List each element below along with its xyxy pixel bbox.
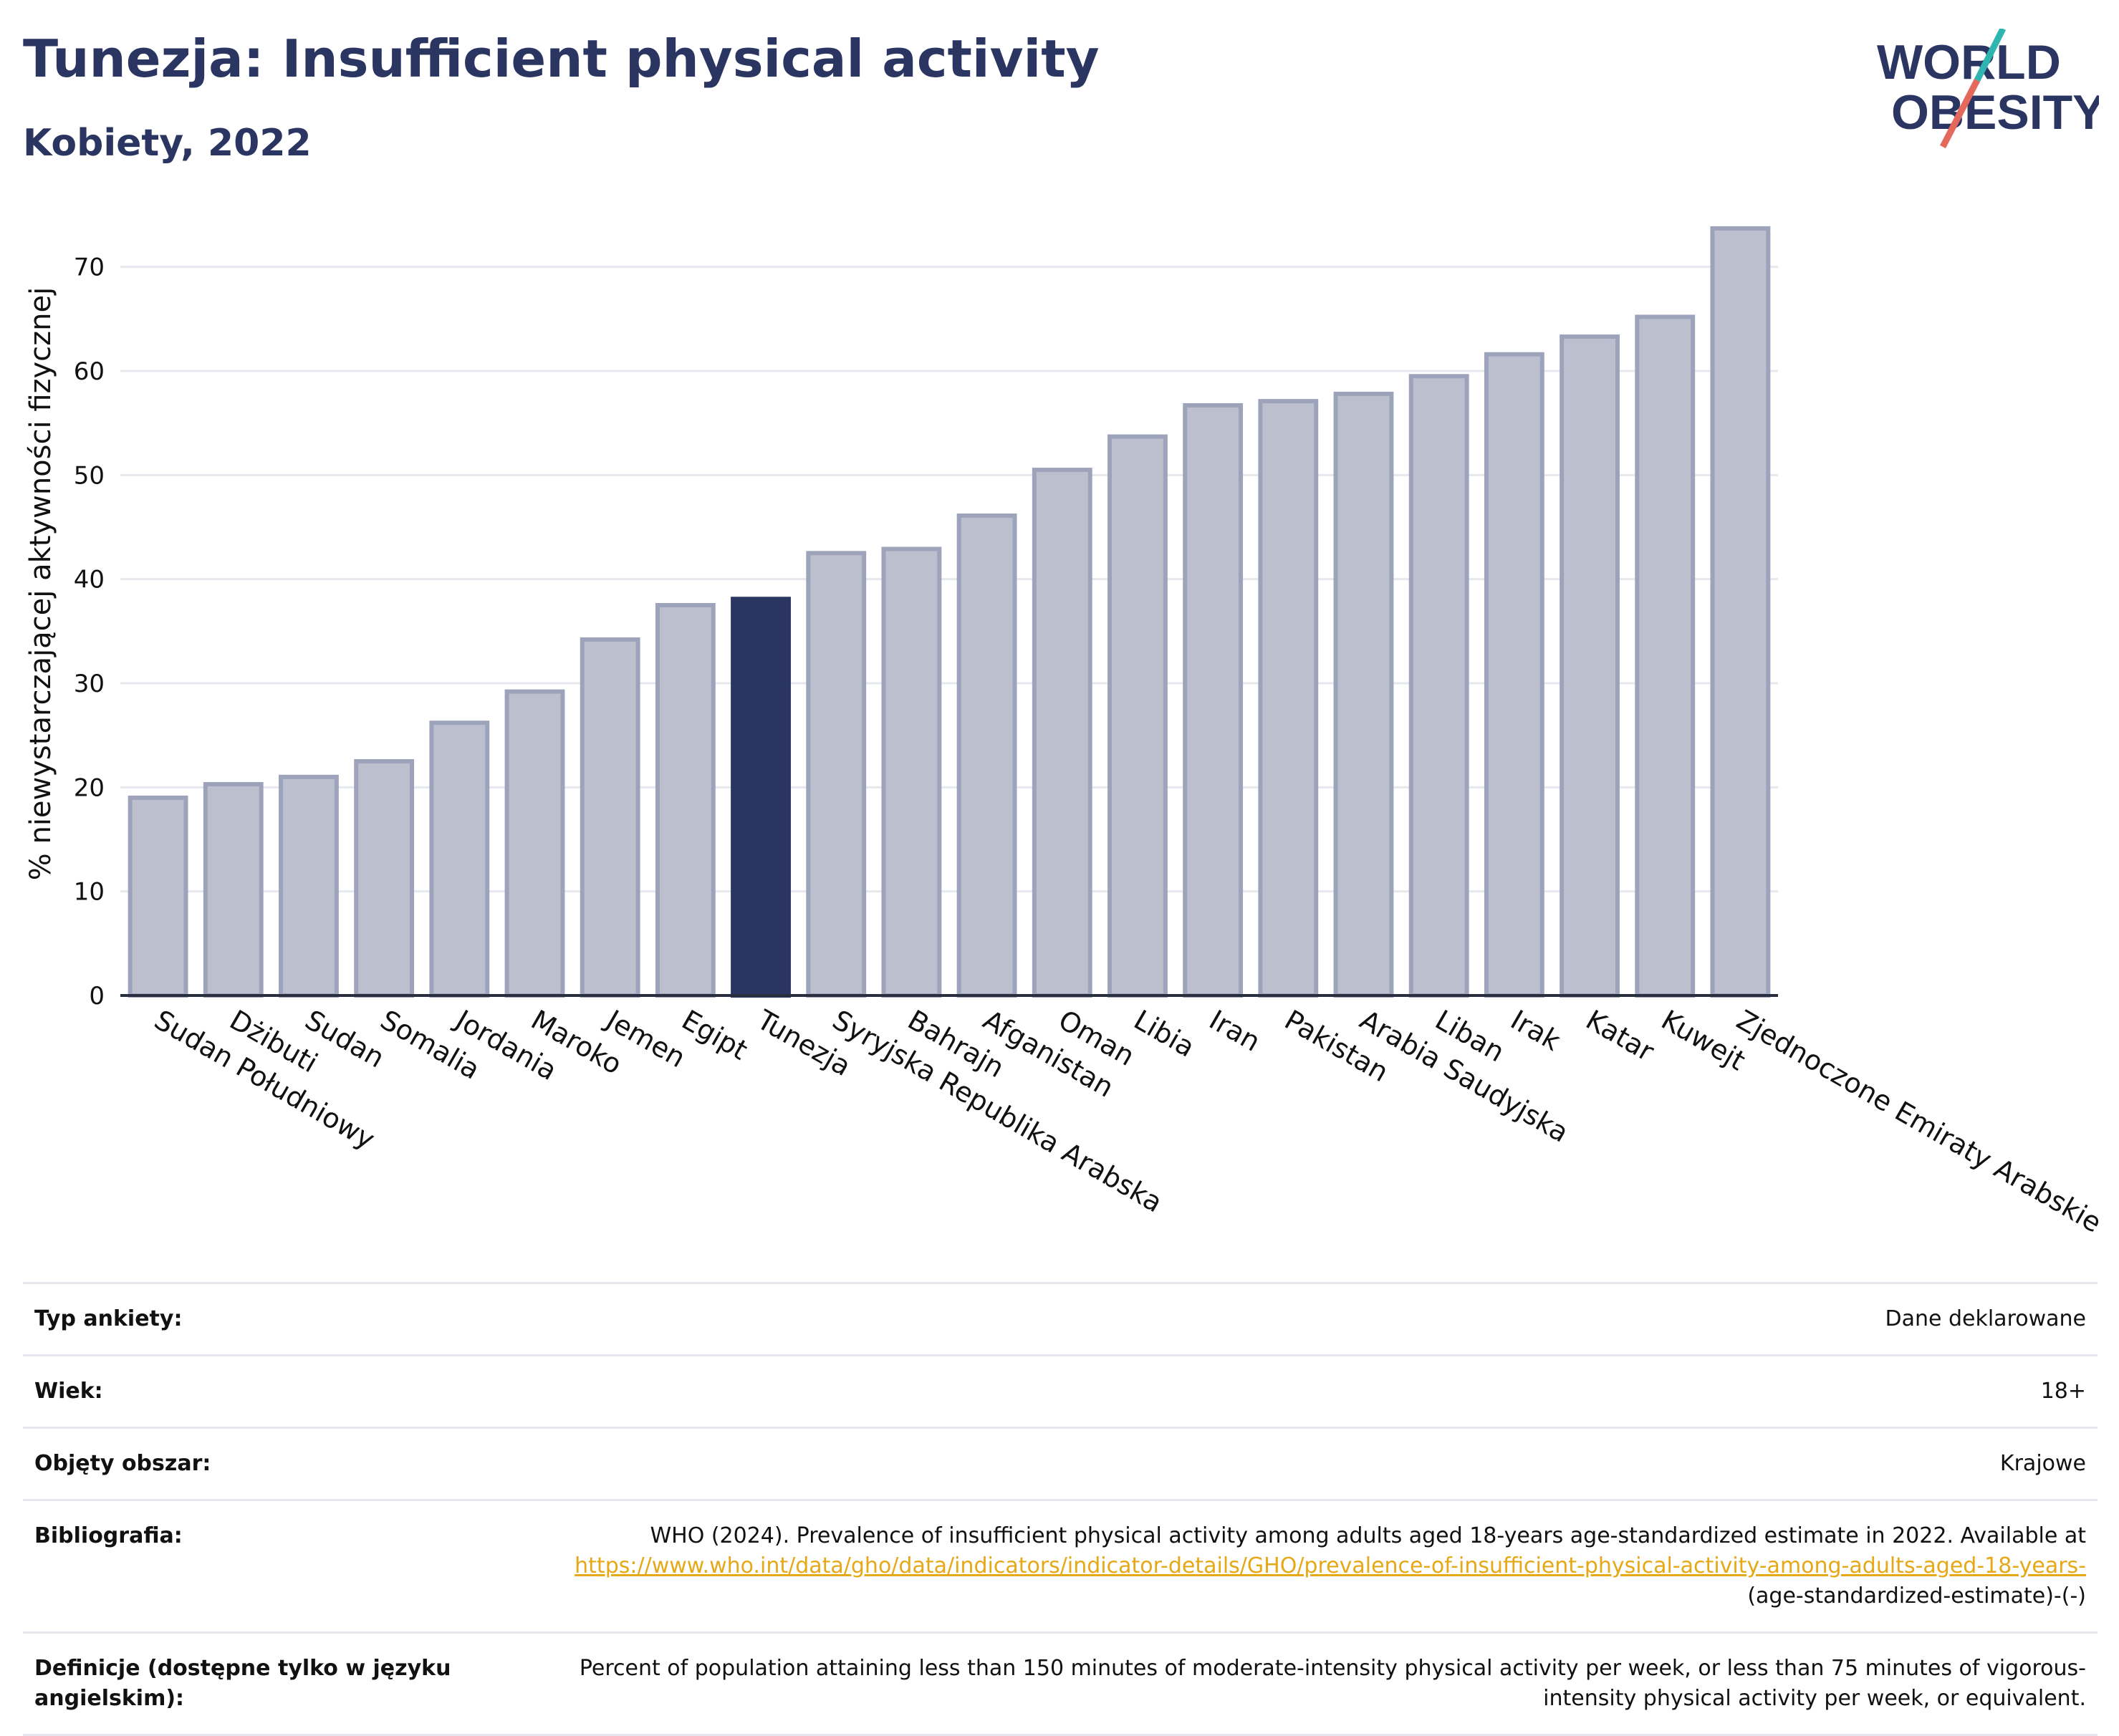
bar <box>1333 391 1394 998</box>
logo-slash-red <box>1940 78 1980 149</box>
bar-chart: 0 10 20 30 40 50 60 70 % niewystarczającej aktyw… <box>24 226 2107 1239</box>
x-tick-label: Egipt <box>676 1004 753 1066</box>
logo-line1: WORLD <box>1877 35 2061 90</box>
y-tick-label: 50 <box>74 461 105 490</box>
y-tick-label: 60 <box>74 357 105 386</box>
x-tick-label: Zjednoczone Emiraty Arabskie <box>1731 1004 2107 1239</box>
y-tick-label: 40 <box>74 566 105 594</box>
y-tick-label: 20 <box>74 773 105 802</box>
meta-value: Percent of population attaining less tha… <box>579 1656 2086 1711</box>
meta-row-area: Objęty obszar: Krajowe <box>23 1427 2098 1499</box>
meta-key: Definicje (dostępne tylko w języku angie… <box>34 1656 451 1711</box>
meta-row-age: Wiek: 18+ <box>23 1354 2098 1427</box>
bar <box>1560 334 1620 998</box>
meta-key: Wiek: <box>34 1379 103 1404</box>
bar <box>1183 402 1244 998</box>
bar <box>1258 399 1319 998</box>
meta-key: Objęty obszar: <box>34 1451 211 1476</box>
y-tick-label: 0 <box>89 982 105 1011</box>
world-obesity-logo: WORLD OBESITY <box>1877 29 2099 149</box>
x-tick-label: Libia <box>1128 1004 1200 1064</box>
logo-line2: OBESITY <box>1891 85 2099 140</box>
bar <box>203 781 264 998</box>
meta-value: WHO (2024). Prevalence of insufficient p… <box>524 1521 2086 1611</box>
bar <box>1484 352 1544 998</box>
bar <box>655 603 716 998</box>
bibliography-text: WHO (2024). Prevalence of insufficient p… <box>650 1523 2086 1548</box>
y-axis-label: % niewystarczającej aktywności fizycznej <box>24 287 57 881</box>
metadata-table: Typ ankiety: Dane deklarowane Wiek: 18+ … <box>23 1282 2098 1736</box>
bar <box>580 637 640 998</box>
x-tick-label: Irak <box>1505 1004 1565 1057</box>
x-tick-label: Iran <box>1204 1004 1266 1058</box>
meta-value: Dane deklarowane <box>1885 1306 2086 1331</box>
meta-key: Bibliografia: <box>34 1523 183 1548</box>
x-tick-label: Kuwejt <box>1656 1004 1751 1077</box>
page-subtitle: Kobiety, 2022 <box>23 122 312 165</box>
bibliography-link[interactable]: https://www.who.int/data/gho/data/indica… <box>575 1553 2086 1578</box>
y-tick-label: 30 <box>74 670 105 698</box>
bar <box>1107 434 1168 998</box>
x-tick-label: Katar <box>1581 1004 1660 1068</box>
bibliography-tail: (age-standardized-estimate)-(-) <box>1747 1583 2086 1609</box>
bar <box>279 774 339 998</box>
page-title: Tunezja: Insufficient physical activity <box>23 29 1100 89</box>
bar <box>429 720 490 998</box>
bar <box>956 513 1017 998</box>
logo-slash-teal <box>1974 29 2007 82</box>
y-tick-label: 10 <box>74 878 105 907</box>
bar <box>354 759 415 998</box>
meta-key: Typ ankiety: <box>34 1306 183 1331</box>
meta-value: 18+ <box>2040 1379 2086 1404</box>
bar <box>881 546 942 998</box>
bar <box>806 551 867 998</box>
bar <box>1710 226 1771 998</box>
bar <box>731 597 791 998</box>
meta-value: Krajowe <box>1999 1451 2086 1476</box>
meta-row-bibliography: Bibliografia: WHO (2024). Prevalence of … <box>23 1499 2098 1631</box>
meta-row-definition: Definicje (dostępne tylko w języku angie… <box>23 1631 2098 1736</box>
bar <box>504 689 565 998</box>
bar <box>128 795 188 998</box>
bar <box>1032 468 1092 998</box>
bar <box>1635 314 1696 998</box>
meta-row-survey-type: Typ ankiety: Dane deklarowane <box>23 1282 2098 1354</box>
y-tick-label: 70 <box>74 254 105 282</box>
bar <box>1408 374 1469 998</box>
